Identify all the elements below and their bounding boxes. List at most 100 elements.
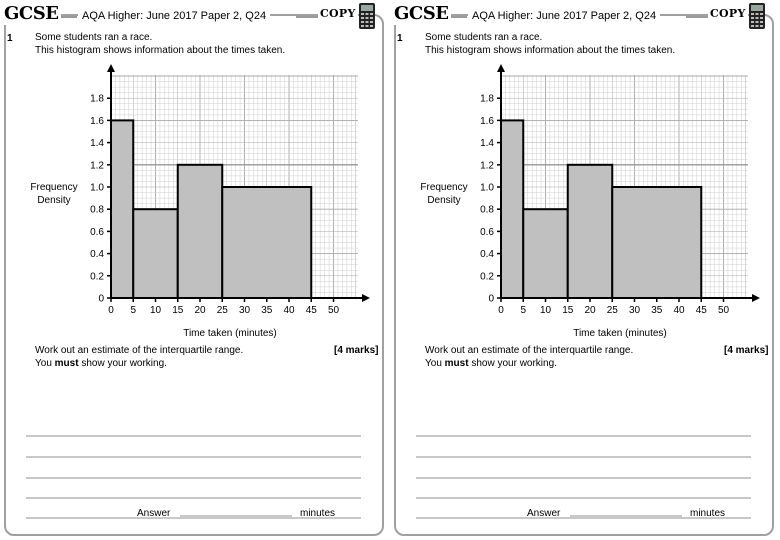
calculator-icon: [749, 3, 765, 29]
y-tick-label: 0.8: [480, 205, 494, 216]
x-tick-label: 0: [498, 305, 504, 316]
answer-unit: minutes: [690, 508, 726, 519]
x-tick-label: 15: [562, 305, 574, 316]
working-line: [416, 497, 751, 499]
x-tick-label: 5: [130, 305, 136, 316]
y-axis-title: Density: [37, 195, 70, 206]
x-tick-label: 25: [217, 305, 229, 316]
header-divider: [686, 16, 710, 18]
header-divider: [296, 16, 320, 18]
y-tick-label: 0.4: [480, 249, 494, 260]
question-intro: Some students ran a race.: [35, 32, 153, 43]
x-tick-label: 20: [194, 305, 206, 316]
y-tick-label: 1.0: [480, 183, 494, 194]
gcse-logo: GCSE: [392, 3, 452, 25]
x-tick-label: 50: [328, 305, 340, 316]
working-line: [416, 477, 751, 479]
x-tick-label: 45: [696, 305, 708, 316]
y-axis-title: Frequency: [30, 182, 77, 193]
question-number: 1: [7, 33, 13, 44]
marks-label: [4 marks]: [724, 345, 769, 356]
y-axis-title: Frequency: [420, 182, 467, 193]
answer-blank[interactable]: [570, 515, 682, 517]
working-suffix: show your working.: [468, 358, 557, 369]
worksheet-card-left: GCSE AQA Higher: June 2017 Paper 2, Q24 …: [0, 0, 386, 540]
x-tick-label: 40: [673, 305, 685, 316]
y-tick-label: 0: [488, 294, 494, 305]
worksheet-card-right: GCSE AQA Higher: June 2017 Paper 2, Q24 …: [390, 0, 776, 540]
histogram-bar: [566, 163, 614, 299]
x-tick-label: 0: [108, 305, 114, 316]
x-axis-arrow: [752, 294, 760, 302]
x-axis-arrow: [362, 294, 370, 302]
working-line: [416, 435, 751, 437]
x-tick-label: 50: [718, 305, 730, 316]
working-emphasis: must: [54, 358, 79, 369]
x-tick-label: 25: [607, 305, 619, 316]
y-tick-label: 1.4: [90, 138, 104, 149]
working-line: [26, 435, 361, 437]
x-tick-label: 30: [629, 305, 641, 316]
x-tick-label: 15: [172, 305, 184, 316]
paper-title: AQA Higher: June 2017 Paper 2, Q24: [78, 10, 271, 22]
x-tick-label: 30: [239, 305, 251, 316]
working-suffix: show your working.: [78, 358, 167, 369]
task-instruction: Work out an estimate of the interquartil…: [35, 345, 244, 356]
working-emphasis: must: [444, 358, 469, 369]
question-context: This histogram shows information about t…: [425, 45, 676, 56]
y-tick-label: 0.4: [90, 249, 104, 260]
histogram-bar: [132, 208, 179, 299]
x-tick-label: 10: [540, 305, 552, 316]
working-line: [416, 517, 751, 519]
y-tick-label: 0.6: [90, 227, 104, 238]
y-tick-label: 1.2: [90, 160, 104, 171]
histogram-bar: [611, 186, 703, 299]
y-tick-label: 0.2: [90, 271, 104, 282]
calculator-icon: [359, 3, 375, 29]
working-line: [26, 477, 361, 479]
paper-title: AQA Higher: June 2017 Paper 2, Q24: [468, 10, 661, 22]
header-divider: [445, 16, 467, 18]
copy-label: COPY: [318, 7, 358, 20]
x-axis-title: Time taken (minutes): [183, 328, 277, 339]
y-tick-label: 1.0: [90, 183, 104, 194]
y-tick-label: 0.8: [90, 205, 104, 216]
answer-label: Answer: [527, 508, 561, 519]
x-tick-label: 40: [283, 305, 295, 316]
working-instruction: You must show your working.: [425, 358, 557, 369]
x-tick-label: 35: [261, 305, 273, 316]
y-tick-label: 1.8: [90, 94, 104, 105]
histogram-chart: 0 5 10 15 20 25 30 35 40 45 50 0 0.2 0.4 0.6 0.8 1.0 1.2 1…: [30, 64, 370, 339]
histogram-bar: [221, 186, 313, 299]
y-axis-title: Density: [427, 195, 460, 206]
histogram-bar: [110, 119, 135, 300]
x-tick-label: 5: [520, 305, 526, 316]
working-instruction: You must show your working.: [35, 358, 167, 369]
working-line: [26, 456, 361, 458]
answer-blank[interactable]: [180, 515, 292, 517]
y-tick-label: 1.6: [90, 116, 104, 127]
question-context: This histogram shows information about t…: [35, 45, 286, 56]
y-tick-label: 0.6: [480, 227, 494, 238]
y-tick-label: 1.6: [480, 116, 494, 127]
y-tick-label: 1.2: [480, 160, 494, 171]
histogram-bar: [522, 208, 569, 299]
y-axis-arrow: [107, 64, 115, 72]
answer-label: Answer: [137, 508, 171, 519]
x-tick-label: 45: [306, 305, 318, 316]
x-axis-title: Time taken (minutes): [573, 328, 667, 339]
histogram-bar: [500, 119, 525, 300]
answer-unit: minutes: [300, 508, 336, 519]
x-tick-label: 20: [584, 305, 596, 316]
task-instruction: Work out an estimate of the interquartil…: [425, 345, 634, 356]
working-prefix: You: [35, 358, 55, 369]
y-tick-label: 0.2: [480, 271, 494, 282]
copy-label: COPY: [708, 7, 748, 20]
working-line: [26, 497, 361, 499]
y-tick-label: 1.8: [480, 94, 494, 105]
x-tick-label: 35: [651, 305, 663, 316]
histogram-chart: 0 5 10 15 20 25 30 35 40 45 50 0 0.2 0.4 0.6 0.8 1.0 1.2 1…: [420, 64, 760, 339]
y-tick-label: 0: [98, 294, 104, 305]
working-line: [416, 456, 751, 458]
question-intro: Some students ran a race.: [425, 32, 543, 43]
